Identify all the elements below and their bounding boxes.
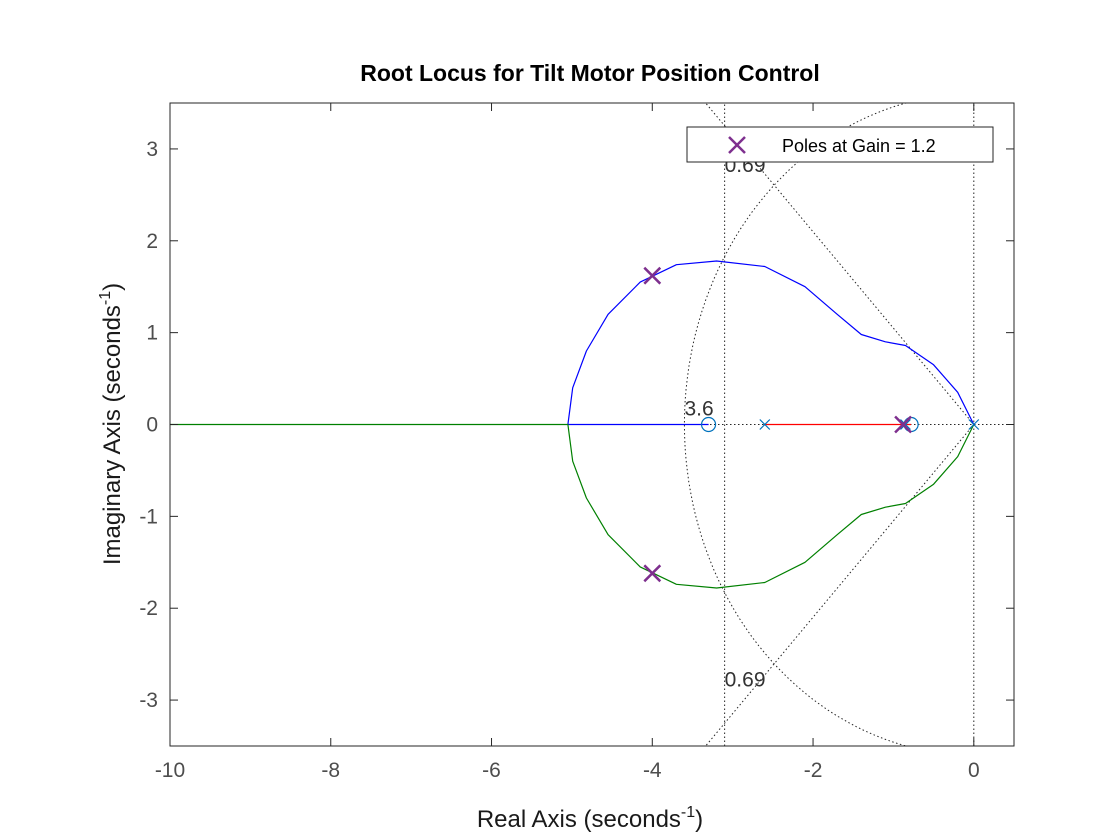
- y-tick-label: -2: [139, 597, 158, 620]
- x-tick-label: -10: [155, 759, 185, 782]
- legend: Poles at Gain = 1.2: [686, 126, 994, 163]
- grid-labels: 0.690.693.6: [684, 154, 765, 691]
- x-tick-label: -2: [804, 759, 823, 782]
- legend-marker-x-glyph: [728, 136, 746, 154]
- locus-branch-0: [567, 260, 975, 426]
- open-loop-pole-marker: [968, 419, 980, 430]
- closed-loop-pole-marker: [643, 564, 662, 583]
- y-tick-label: 0: [146, 414, 158, 437]
- x-tick-label: -8: [321, 759, 340, 782]
- open-loop-zero-marker: [700, 416, 717, 433]
- open-loop-pole-marker: [759, 419, 771, 430]
- legend-marker-x: [728, 136, 746, 154]
- closed-loop-pole-marker: [643, 266, 662, 285]
- x-tick-label: 0: [968, 759, 980, 782]
- y-tick-label: 1: [146, 322, 158, 345]
- grid-label: 0.69: [725, 668, 766, 691]
- y-axis-label: Imaginary Axis (seconds-1): [97, 283, 126, 565]
- x-tick-label: -4: [643, 759, 662, 782]
- y-tick-label: 2: [146, 230, 158, 253]
- locus-branch-1: [170, 423, 975, 589]
- closed-loop-pole-marker: [894, 415, 912, 434]
- locus-series: [170, 260, 975, 589]
- grid-label: 3.6: [684, 397, 713, 420]
- y-tick-label: -1: [139, 505, 158, 528]
- open-loop-pole-marker: [900, 419, 911, 430]
- y-tick-label: -3: [139, 689, 158, 712]
- x-tick-label: -6: [482, 759, 501, 782]
- chart-title: Root Locus for Tilt Motor Position Contr…: [360, 60, 820, 86]
- legend-entry: Poles at Gain = 1.2: [782, 136, 936, 156]
- y-tick-label: 3: [146, 138, 158, 161]
- pole-zero-markers: [643, 266, 980, 583]
- x-axis-label: Real Axis (seconds-1): [477, 804, 703, 833]
